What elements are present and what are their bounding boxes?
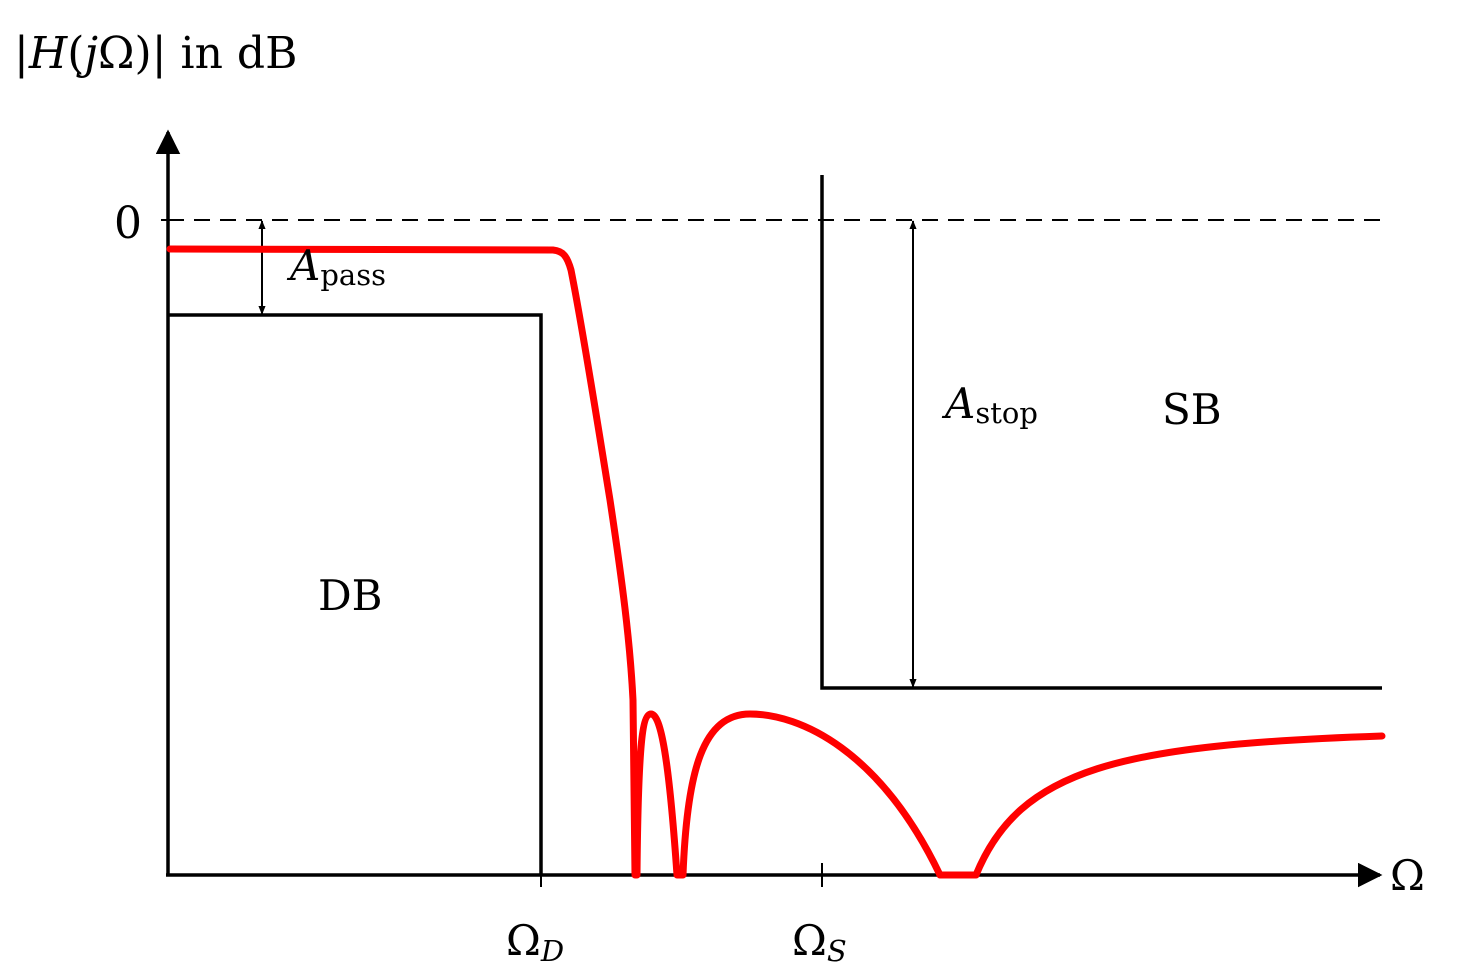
passband-region-label: DB bbox=[318, 571, 383, 620]
title-paren-open: ( bbox=[67, 28, 84, 79]
y-axis-title: |H(jΩ)| in dB bbox=[14, 28, 297, 79]
title-bar-left: | bbox=[14, 28, 29, 79]
y-tick-label-zero: 0 bbox=[114, 198, 142, 249]
a-pass-subscript: pass bbox=[320, 258, 386, 292]
title-omega: Ω bbox=[98, 28, 134, 79]
stopband-region-label: SB bbox=[1162, 385, 1222, 434]
title-suffix: in dB bbox=[167, 28, 298, 79]
omega-d-subscript: D bbox=[540, 934, 564, 968]
title-bar-right: | bbox=[152, 28, 167, 79]
omega-s-label: ΩS bbox=[792, 916, 847, 968]
omega-d-base: Ω bbox=[506, 916, 541, 965]
title-h: H bbox=[28, 28, 69, 79]
a-pass-label: Apass bbox=[286, 241, 386, 292]
a-stop-label: Astop bbox=[941, 379, 1038, 430]
stopband-region-outline bbox=[820, 175, 1382, 690]
omega-d-label: ΩD bbox=[506, 916, 564, 968]
magnitude-response-curve bbox=[166, 245, 1386, 879]
a-stop-base: A bbox=[941, 379, 975, 428]
a-stop-subscript: stop bbox=[975, 396, 1038, 430]
omega-s-subscript: S bbox=[827, 934, 847, 968]
passband-region-outline bbox=[168, 313, 543, 875]
x-axis-label: Ω bbox=[1390, 851, 1425, 900]
title-paren-close: ) bbox=[135, 28, 152, 79]
omega-s-base: Ω bbox=[792, 916, 827, 965]
a-pass-base: A bbox=[286, 241, 320, 290]
